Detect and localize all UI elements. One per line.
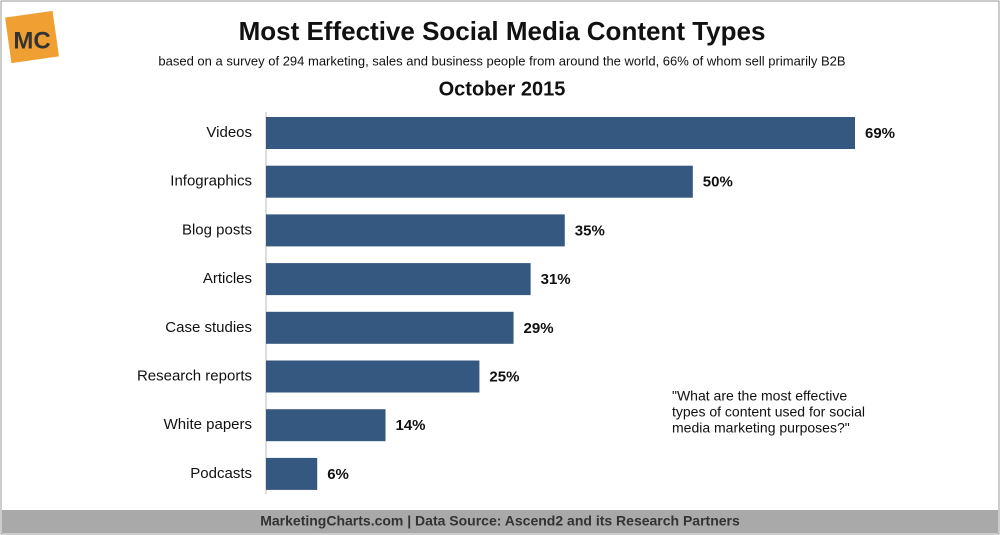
footer: MarketingCharts.com | Data Source: Ascen… xyxy=(260,513,740,529)
note: "What are the most effective xyxy=(672,388,847,404)
value-label: 14% xyxy=(396,417,426,434)
note: media marketing purposes?" xyxy=(672,420,850,436)
bar xyxy=(266,165,693,198)
value-label: 29% xyxy=(524,320,554,337)
chart-date: October 2015 xyxy=(439,78,566,100)
bar xyxy=(266,360,480,393)
logo-badge xyxy=(5,10,59,64)
y-tick-label: Blog posts xyxy=(182,221,252,238)
y-tick-label: Research reports xyxy=(137,367,252,384)
y-tick-label: Case studies xyxy=(165,319,252,336)
y-tick-label: Podcasts xyxy=(190,465,252,482)
value-label: 6% xyxy=(327,466,349,483)
chart-title: Most Effective Social Media Content Type… xyxy=(239,16,766,46)
bar xyxy=(266,457,318,490)
y-tick-label: White papers xyxy=(164,416,252,433)
logo-text: MC xyxy=(13,27,50,54)
logo: MC xyxy=(5,10,59,64)
value-label: 69% xyxy=(865,125,895,142)
y-tick-label: Videos xyxy=(206,124,252,141)
bar xyxy=(266,214,565,247)
note: types of content used for social xyxy=(672,404,865,420)
footer-band xyxy=(2,510,998,533)
bar xyxy=(266,117,855,149)
value-label: 50% xyxy=(703,174,733,191)
value-label: 31% xyxy=(541,271,571,288)
y-tick-label: Articles xyxy=(203,270,252,287)
bar xyxy=(266,311,514,344)
bar xyxy=(266,263,531,296)
bar xyxy=(266,409,386,442)
value-label: 25% xyxy=(489,368,519,385)
chart-subtitle: based on a survey of 294 marketing, sale… xyxy=(158,53,845,68)
y-tick-label: Infographics xyxy=(170,173,252,190)
value-label: 35% xyxy=(575,222,605,239)
